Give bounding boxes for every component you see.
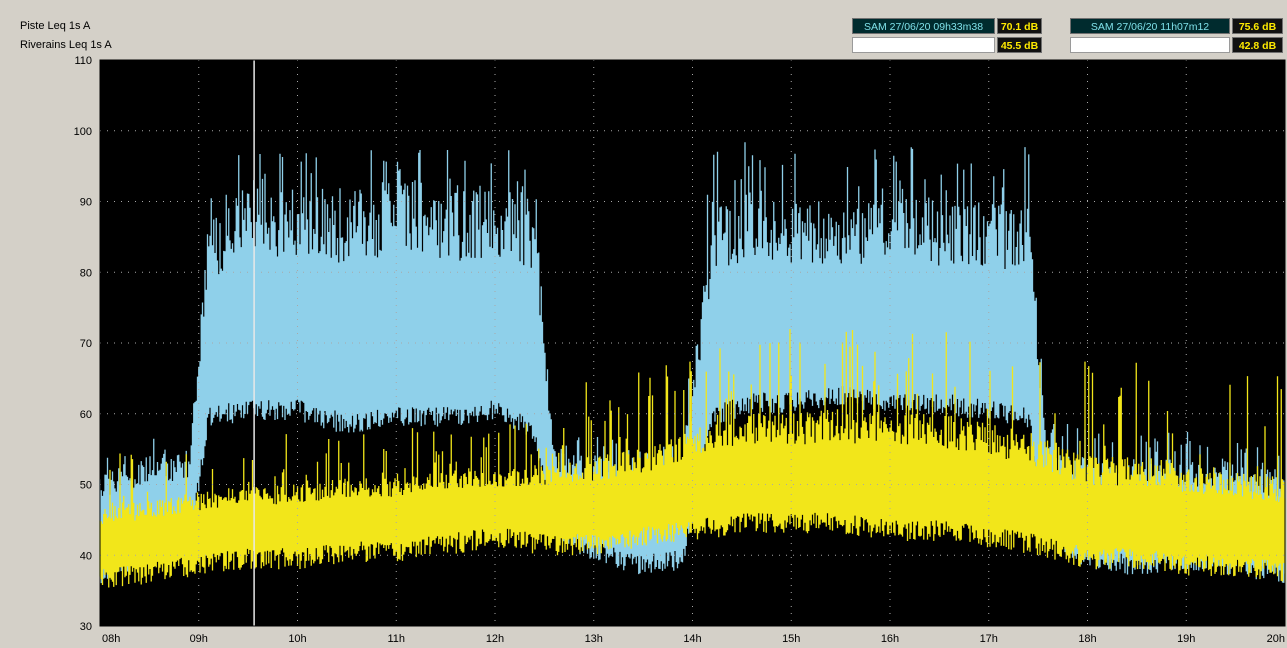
y-tick-label-50: 50 [80, 480, 92, 492]
x-tick-label-16h: 16h [881, 633, 899, 645]
y-tick-label-110: 110 [74, 55, 92, 67]
y-tick-label-90: 90 [80, 197, 92, 209]
plot-border [99, 59, 1286, 627]
riverains-cursor2-datetime-empty [1070, 37, 1230, 53]
x-tick-label-18h: 18h [1078, 633, 1096, 645]
x-tick-label-20h: 20h [1267, 633, 1285, 645]
y-tick-label-100: 100 [74, 126, 92, 138]
piste-cursor1-value: 70.1 dB [997, 18, 1042, 34]
y-tick-label-60: 60 [80, 409, 92, 421]
x-tick-label-19h: 19h [1177, 633, 1195, 645]
riverains-channel-row: Riverains Leq 1s A 45.5 dB 42.8 dB [12, 37, 1285, 55]
y-tick-label-30: 30 [80, 621, 92, 633]
x-tick-label-17h: 17h [980, 633, 998, 645]
piste-cursor2-value: 75.6 dB [1232, 18, 1283, 34]
riverains-cursor1-datetime-empty [852, 37, 995, 53]
x-tick-label-08h: 08h [102, 633, 120, 645]
piste-cursor1-datetime: SAM 27/06/20 09h33m38 [852, 18, 995, 34]
sound-level-chart[interactable]: 30 40 50 60 70 80 90 100 110 08h 09h 10h 11h 12h 13h 14… [12, 54, 1287, 648]
x-tick-label-12h: 12h [486, 633, 504, 645]
x-tick-label-15h: 15h [782, 633, 800, 645]
riverains-channel-label: Riverains Leq 1s A [20, 39, 112, 51]
x-tick-label-14h: 14h [683, 633, 701, 645]
piste-channel-row: Piste Leq 1s A SAM 27/06/20 09h33m38 70.… [12, 18, 1285, 36]
piste-cursor2-datetime: SAM 27/06/20 11h07m12 [1070, 18, 1230, 34]
x-tick-label-13h: 13h [585, 633, 603, 645]
chart-frame: 30 40 50 60 70 80 90 100 110 08h 09h 10h 11h 12h 13h 14… [12, 54, 1287, 648]
piste-channel-label: Piste Leq 1s A [20, 20, 91, 32]
y-tick-label-40: 40 [80, 550, 92, 562]
x-tick-label-09h: 09h [190, 633, 208, 645]
riverains-cursor2-value: 42.8 dB [1232, 37, 1283, 53]
x-tick-label-10h: 10h [288, 633, 306, 645]
y-tick-label-70: 70 [80, 338, 92, 350]
riverains-cursor1-value: 45.5 dB [997, 37, 1042, 53]
y-tick-label-80: 80 [80, 267, 92, 279]
x-tick-label-11h: 11h [387, 633, 405, 645]
